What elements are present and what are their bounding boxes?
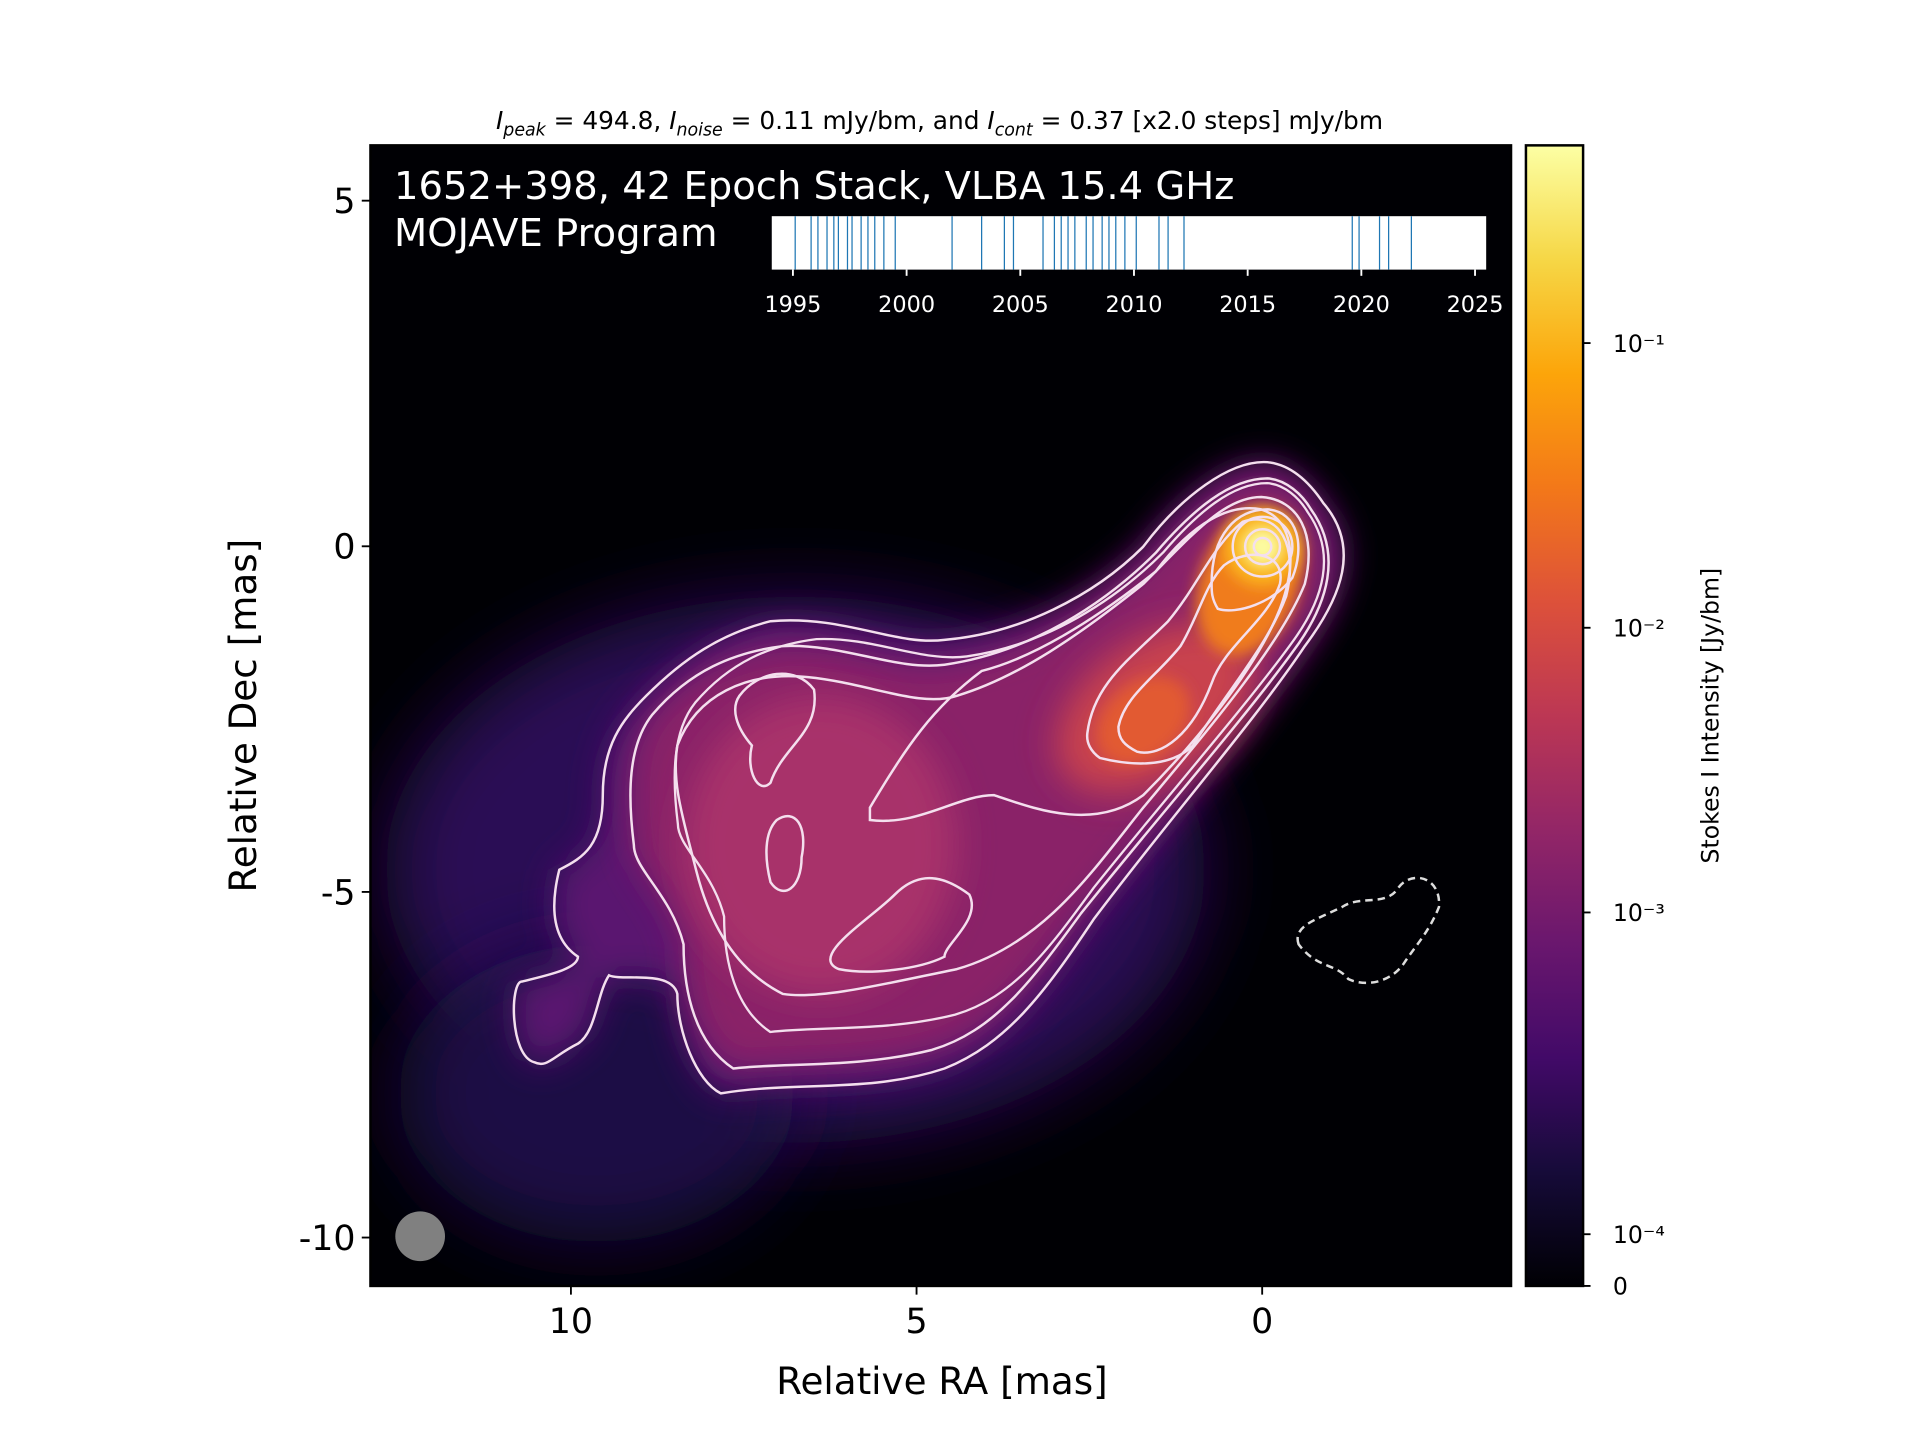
contour: [1085, 518, 1292, 765]
y-tick-label: -10: [299, 1219, 356, 1259]
contour: [1210, 508, 1300, 612]
x-tick-label: 5: [905, 1302, 927, 1342]
inset-tick-label: 2025: [1447, 292, 1504, 318]
colorbar-tick-label: 10⁻³: [1613, 899, 1665, 927]
beam: [395, 1211, 446, 1262]
title-text: = 0.37 [x2.0 steps] mJy/bm: [1033, 106, 1383, 135]
contour: [674, 495, 1310, 997]
annotation: MOJAVE Program: [394, 211, 717, 256]
axes-frame: [369, 144, 1513, 1288]
annotation: 1652+398, 42 Epoch Stack, VLBA 15.4 GHz: [394, 164, 1234, 209]
jet-emission: [683, 695, 957, 994]
core-emission: [1242, 526, 1283, 567]
negative-contour: [1296, 876, 1441, 985]
title-subscript: cont: [995, 120, 1034, 140]
contour: [1231, 515, 1294, 578]
y-tick-label: -5: [321, 873, 356, 913]
contour: [765, 814, 805, 893]
contours: [512, 460, 1345, 1095]
y-axis-label: Relative Dec [mas]: [221, 539, 265, 893]
title-text: = 494.8,: [546, 106, 669, 135]
contour: [868, 507, 1292, 823]
title-text: = 0.11 mJy/bm, and: [723, 106, 988, 135]
knot-emission: [1096, 676, 1190, 765]
title-subscript: noise: [677, 120, 723, 140]
contour: [1117, 553, 1282, 754]
contour: [734, 672, 816, 788]
inset-tick-label: 2020: [1333, 292, 1390, 318]
contour: [1252, 536, 1273, 557]
chart-title: Ipeak = 494.8, Inoise = 0.11 mJy/bm, and…: [496, 106, 1383, 140]
contour: [1243, 528, 1282, 566]
title-symbol: I: [496, 106, 503, 135]
title-subscript: peak: [502, 120, 546, 140]
y-tick-label: 5: [333, 182, 355, 222]
title-symbol: I: [987, 106, 994, 135]
y-tick-label: 0: [333, 528, 355, 568]
colorbar-tick-label: 10⁻⁴: [1613, 1221, 1665, 1249]
x-tick-label: 0: [1251, 1302, 1273, 1342]
epoch-timeline: [771, 216, 1487, 270]
colorbar-tick-label: 10⁻¹: [1613, 330, 1665, 358]
inset-tick-label: 1995: [764, 292, 821, 318]
inset-tick-label: 2015: [1219, 292, 1276, 318]
title-symbol: I: [669, 106, 676, 135]
colorbar-tick-label: 0: [1613, 1273, 1628, 1301]
x-tick-label: 10: [549, 1302, 593, 1342]
contour: [829, 877, 973, 973]
colorbar-tick-label: 10⁻²: [1613, 614, 1665, 642]
inset-tick-label: 2010: [1106, 292, 1163, 318]
colorbar-label: Stokes I Intensity [Jy/bm]: [1697, 568, 1725, 864]
colorbar: [1524, 144, 1585, 1288]
inset-tick-label: 2005: [992, 292, 1049, 318]
image: [370, 145, 1512, 1286]
inset-tick-label: 2000: [878, 292, 935, 318]
x-axis-label: Relative RA [mas]: [776, 1359, 1107, 1403]
